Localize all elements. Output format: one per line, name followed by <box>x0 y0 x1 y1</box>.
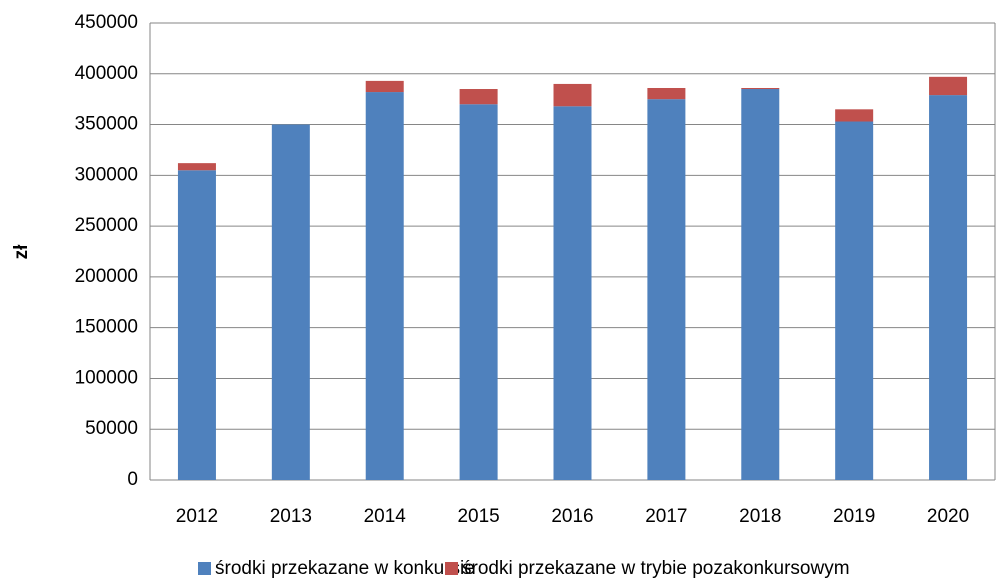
bar-segment <box>741 87 780 90</box>
x-tick-label: 2016 <box>551 506 593 527</box>
bar-segment <box>929 76 968 96</box>
y-tick-label: 400000 <box>75 63 138 84</box>
legend-label: środki przekazane w trybie pozakonkursow… <box>462 558 850 579</box>
bar-segment <box>553 106 592 480</box>
legend-label: środki przekazane w konkursie <box>215 558 475 579</box>
x-tick-label: 2020 <box>927 506 969 527</box>
y-tick-label: 200000 <box>75 266 138 287</box>
bar-segment <box>459 89 498 105</box>
bar-segment <box>271 124 310 481</box>
y-tick-label: 0 <box>127 469 138 490</box>
x-tick-label: 2017 <box>645 506 687 527</box>
y-tick-label: 250000 <box>75 215 138 236</box>
y-tick-label: 150000 <box>75 317 138 338</box>
bar-segment <box>553 83 592 107</box>
bar-segment <box>177 163 216 171</box>
y-tick-label: 350000 <box>75 114 138 135</box>
x-tick-label: 2014 <box>364 506 407 527</box>
bar-segment <box>365 80 404 93</box>
bar-segment <box>177 170 216 480</box>
y-tick-label: 450000 <box>75 12 138 33</box>
y-tick-label: 300000 <box>75 164 138 185</box>
x-tick-label: 2018 <box>739 506 781 527</box>
bar-segment <box>929 95 968 481</box>
x-tick-label: 2012 <box>176 506 218 527</box>
bar-segment <box>835 109 874 122</box>
bar-segment <box>835 121 874 481</box>
y-tick-label: 100000 <box>75 367 138 388</box>
y-tick-label: 50000 <box>85 418 138 439</box>
legend-swatch <box>445 562 458 575</box>
bar-segment <box>459 104 498 480</box>
bar-segment <box>647 99 686 481</box>
x-tick-label: 2013 <box>270 506 312 527</box>
y-axis-label: zł <box>11 244 32 260</box>
bar-segment <box>365 92 404 481</box>
bar-segment <box>741 89 780 480</box>
legend-swatch <box>198 562 211 575</box>
x-tick-label: 2015 <box>457 506 499 527</box>
bar-segment <box>647 87 686 100</box>
x-tick-label: 2019 <box>833 506 875 527</box>
